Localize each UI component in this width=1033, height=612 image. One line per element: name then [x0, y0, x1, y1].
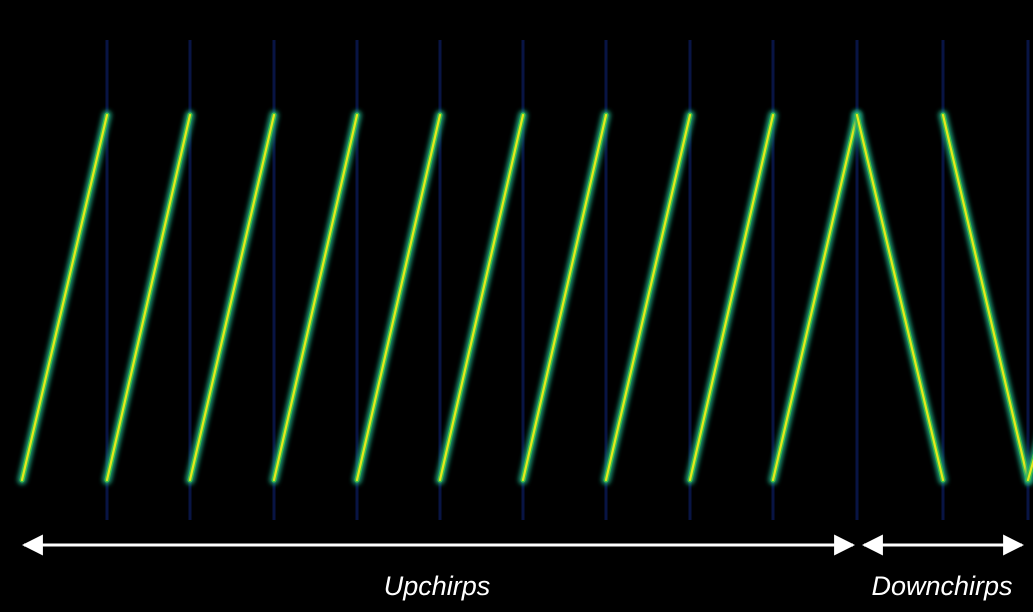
downchirps-label: Downchirps	[871, 571, 1012, 601]
chirp-core	[20, 113, 109, 482]
chirp-core	[188, 113, 276, 482]
chirp-core	[604, 113, 692, 482]
chirp-core	[355, 113, 442, 482]
chirp-core	[105, 113, 192, 482]
chirp-traces	[17, 110, 1033, 485]
chirp-core	[1026, 458, 1033, 482]
chirp-core	[688, 113, 775, 482]
upchirps-label: Upchirps	[384, 571, 491, 601]
chirp-core	[941, 113, 1030, 482]
chirp-core	[272, 113, 359, 482]
chirp-core	[521, 113, 608, 482]
chirp-core	[855, 113, 945, 482]
chirp-core	[438, 113, 525, 482]
chirp-core	[771, 113, 859, 482]
